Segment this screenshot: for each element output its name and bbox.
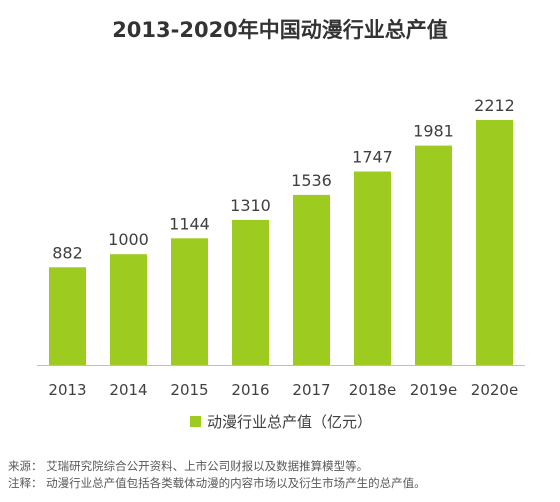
data-label-2017: 1536 (291, 171, 332, 190)
source-note: 来源： 艾瑞研究院综合公开资料、上市公司财报以及数据推算模型等。 (8, 459, 369, 473)
legend-swatch (190, 416, 201, 427)
x-tick-label-2013: 2013 (48, 381, 86, 399)
bar-2018e (354, 171, 391, 365)
x-tick-labels-group: 2013 2014 2015 2016 2017 2018e 2019e 2020e (48, 381, 518, 399)
annotation-note: 注释： 动漫行业总产值包括各类载体动漫的内容市场以及衍生市场产生的总产值。 (8, 476, 426, 490)
data-labels-group: 882 1000 1144 1310 1536 1747 1981 2212 (52, 96, 515, 262)
x-tick-label-2017: 2017 (292, 381, 330, 399)
data-label-2013: 882 (52, 243, 83, 262)
x-tick-label-2020e: 2020e (471, 381, 518, 399)
legend-label: 动漫行业总产值（亿元） (207, 413, 373, 431)
chart-title: 2013-2020年中国动漫行业总产值 (112, 18, 448, 42)
bar-2016 (232, 219, 269, 365)
data-label-2014: 1000 (108, 230, 149, 249)
x-tick-label-2015: 2015 (170, 381, 208, 399)
x-tick-label-2019e: 2019e (410, 381, 457, 399)
data-label-2020e: 2212 (474, 96, 515, 115)
x-tick-label-2016: 2016 (231, 381, 269, 399)
legend: 动漫行业总产值（亿元） (190, 411, 372, 432)
data-label-2016: 1310 (230, 196, 271, 215)
x-tick-label-2014: 2014 (109, 381, 147, 399)
data-label-2015: 1144 (169, 214, 210, 233)
data-label-2019e: 1981 (413, 122, 454, 141)
x-tick-label-2018e: 2018e (349, 381, 396, 399)
bar-2020e (476, 120, 513, 365)
bar-2017 (293, 194, 330, 365)
footnotes: 来源： 艾瑞研究院综合公开资料、上市公司财报以及数据推算模型等。 注释： 动漫行… (8, 458, 426, 492)
bar-2019e (415, 145, 452, 365)
bar-2015 (171, 238, 208, 365)
bars-group (49, 120, 513, 365)
data-label-2018e: 1747 (352, 148, 393, 167)
bar-2014 (110, 254, 147, 365)
bar-2013 (49, 267, 86, 365)
